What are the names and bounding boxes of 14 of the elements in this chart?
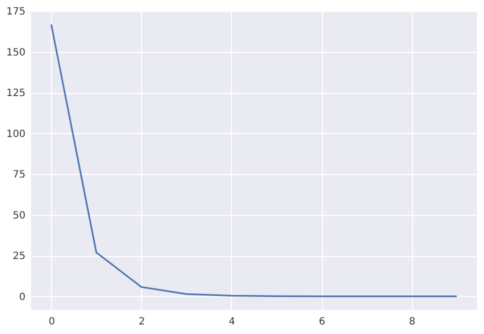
x-tick-label: 0 [48, 316, 55, 328]
line-series [50, 24, 458, 298]
y-tick-label: 150 [6, 47, 26, 58]
y-tick-label: 75 [12, 170, 26, 181]
y-tick-label: 0 [19, 292, 26, 303]
x-tick-label: 6 [318, 316, 326, 328]
y-tick-label: 50 [12, 210, 26, 222]
y-tick-label: 125 [6, 88, 26, 100]
y-tick-label: 175 [6, 6, 26, 18]
x-tick-label: 2 [138, 316, 146, 328]
x-tick-label: 4 [228, 316, 236, 328]
y-tick-label: 100 [6, 128, 26, 140]
x-tick-label: 8 [408, 316, 416, 328]
y-tick-label: 25 [12, 251, 26, 262]
